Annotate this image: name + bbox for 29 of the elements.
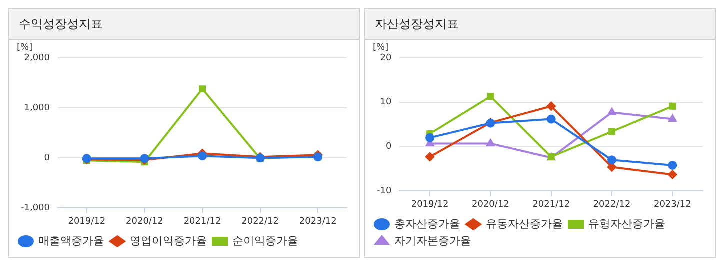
x-tick-label: 2020/12 [126,216,164,227]
x-tick-label: 2019/12 [68,216,106,227]
legend-label: 매출액증가율 [38,234,104,248]
legend-label: 자기자본증가율 [394,234,472,248]
y-axis-title: [%] [17,42,33,53]
legend-label: 총자산증가율 [394,217,460,230]
x-tick-label: 2023/12 [299,216,337,227]
chart-title: 수익성장성지표 [9,9,359,40]
legend-label: 영업이익증가율 [130,234,207,248]
y-axis-title: [%] [373,42,389,53]
x-tick-label: 2021/12 [532,200,570,210]
x-tick-label: 2023/12 [654,200,692,210]
x-tick-label: 2022/12 [242,216,279,227]
legend-label: 유형자산증가율 [588,217,666,230]
y-tick-label: 0 [44,153,50,164]
y-tick-label: 1,000 [24,103,50,114]
x-tick-label: 2022/12 [593,200,631,210]
x-tick-label: 2020/12 [472,200,510,210]
x-tick-label: 2019/12 [411,200,449,210]
y-tick-label: 2,000 [24,53,50,64]
x-tick-label: 2021/12 [184,216,222,227]
legend-label: 순이익증가율 [232,234,298,248]
y-tick-label: 20 [380,53,392,64]
y-tick-label: -10 [376,186,392,197]
y-tick-label: -1,000 [20,204,50,214]
y-tick-label: 10 [380,98,392,108]
y-tick-label: 0 [386,142,392,152]
legend-label: 유동자산증가율 [486,217,563,230]
chart-title: 자산성장성지표 [365,9,715,40]
